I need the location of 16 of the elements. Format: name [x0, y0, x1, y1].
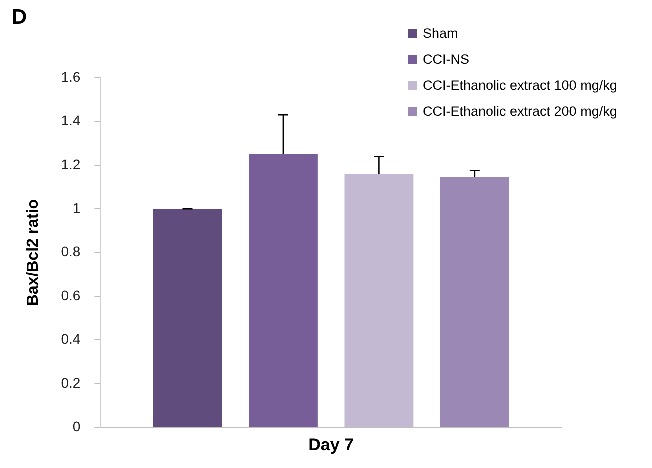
legend-label: CCI-NS	[423, 52, 470, 66]
text: D	[12, 6, 28, 30]
y-tick-label: 0.6	[61, 287, 81, 304]
legend-label: CCI-Ethanolic extract 100 mg/kg	[423, 78, 618, 92]
y-tick-label: 1.6	[61, 68, 81, 85]
legend-label: Sham	[423, 26, 458, 40]
legend-label: CCI-Ethanolic extract 200 mg/kg	[423, 104, 618, 118]
y-tick-label: 0	[72, 418, 81, 434]
y-tick-label: 0.4	[61, 331, 81, 348]
y-axis-title: Bax/Bcl2 ratio	[25, 199, 42, 306]
y-tick-label: 0.2	[61, 374, 81, 391]
y-tick-label: 1.4	[61, 112, 81, 129]
y-tick-label: 0.8	[61, 244, 81, 260]
y-tick-label: 1.2	[61, 156, 81, 172]
x-tick-label: Day 7	[308, 435, 354, 454]
y-tick-label: 1	[72, 200, 81, 216]
